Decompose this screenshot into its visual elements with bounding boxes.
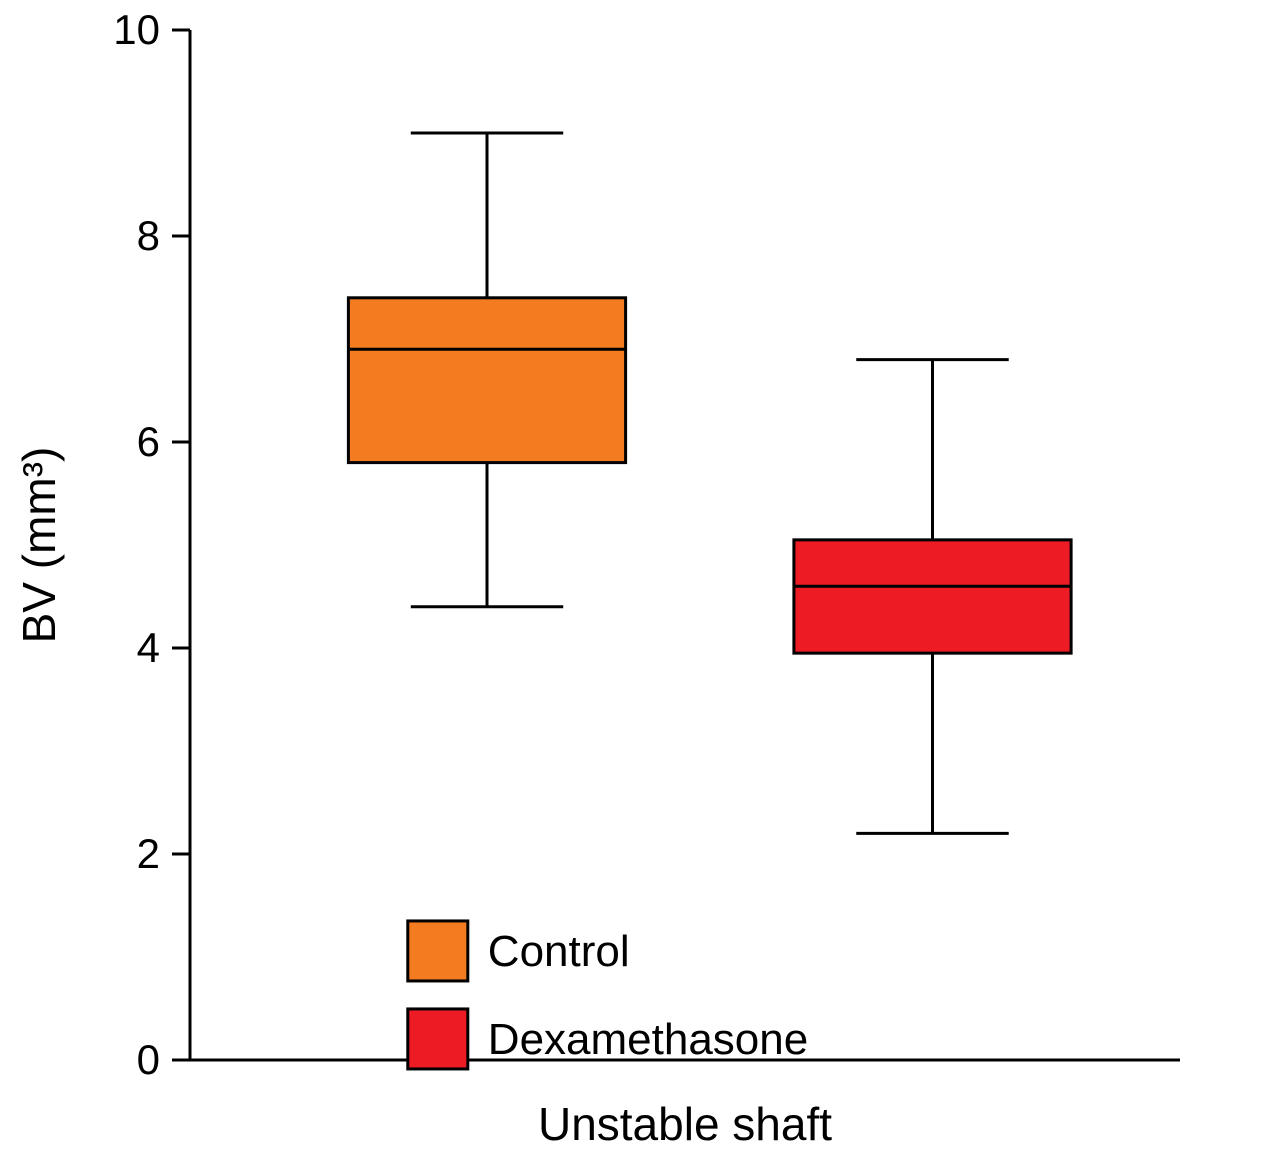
legend-swatch (408, 1009, 468, 1069)
legend-label: Dexamethasone (488, 1015, 808, 1064)
legend-swatch (408, 921, 468, 981)
box-control (348, 298, 625, 463)
y-tick-label: 2 (137, 830, 160, 877)
y-tick-label: 10 (113, 6, 160, 53)
legend-label: Control (488, 927, 630, 976)
y-axis-label: BV (mm³) (13, 447, 65, 644)
y-tick-label: 8 (137, 212, 160, 259)
x-axis-label: Unstable shaft (538, 1098, 832, 1150)
chart-svg: 0 2 4 6 8 10 BV (mm³) Control Dexamethasone Unsta… (0, 0, 1280, 1173)
y-tick-label: 6 (137, 418, 160, 465)
y-tick-label: 4 (137, 624, 160, 671)
box-dexamethasone (794, 540, 1071, 653)
y-tick-label: 0 (137, 1036, 160, 1083)
boxplot-chart: 0 2 4 6 8 10 BV (mm³) Control Dexamethasone Unsta… (0, 0, 1280, 1173)
